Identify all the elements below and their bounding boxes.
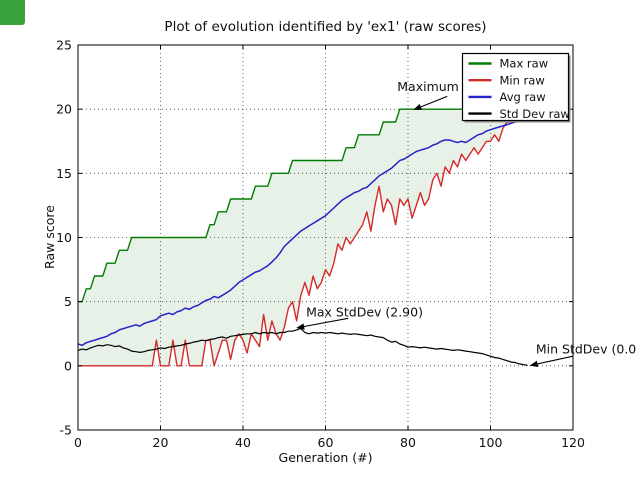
x-tick-label: 120: [561, 435, 585, 450]
corner-green-badge: [0, 0, 25, 25]
annotation-max-stddev-2-90: Max StdDev (2.90): [306, 304, 423, 319]
y-tick-label: 5: [64, 294, 72, 309]
y-tick-label: -5: [60, 423, 72, 438]
x-tick-label: 40: [235, 435, 251, 450]
x-tick-label: 80: [400, 435, 416, 450]
legend-label-std-dev-raw: Std Dev raw: [500, 107, 570, 121]
annotation-arrowhead-max-stddev-2-90: [296, 323, 305, 330]
y-tick-label: 10: [56, 230, 72, 245]
y-tick-label: 0: [64, 358, 72, 373]
legend-label-max-raw: Max raw: [500, 57, 549, 71]
series-line-min-raw: [78, 108, 524, 367]
series-line-max-raw: [78, 108, 524, 303]
annotation-arrowhead-maximum: [413, 103, 422, 110]
annotation-arrow-line-max-stddev-2-90: [302, 317, 349, 328]
annotation-arrowhead-min-stddev-0-0: [529, 360, 539, 368]
chart-title: Plot of evolution identified by 'ex1' (r…: [164, 19, 486, 35]
x-tick-label: 60: [318, 435, 334, 450]
legend-label-min-raw: Min raw: [500, 73, 545, 87]
fill-between-min-max: [78, 109, 524, 366]
x-tick-label: 0: [74, 435, 82, 450]
y-tick-label: 20: [56, 102, 72, 117]
x-tick-label: 20: [153, 435, 169, 450]
series-line-std-dev-raw: [77, 328, 528, 366]
x-axis-label: Generation (#): [279, 450, 373, 465]
annotation-arrow-line-min-stddev-0-0: [535, 355, 574, 365]
y-axis-label: Raw score: [42, 205, 57, 269]
legend-label-avg-raw: Avg raw: [500, 90, 546, 104]
y-tick-label: 25: [56, 38, 72, 53]
series-line-avg-raw: [77, 116, 524, 347]
x-tick-label: 100: [479, 435, 503, 450]
annotation-arrow-line-maximum: [418, 95, 448, 109]
annotation-maximum: Maximum: [397, 79, 459, 94]
y-tick-label: 15: [56, 166, 72, 181]
annotation-min-stddev-0-0: Min StdDev (0.0: [536, 342, 636, 357]
